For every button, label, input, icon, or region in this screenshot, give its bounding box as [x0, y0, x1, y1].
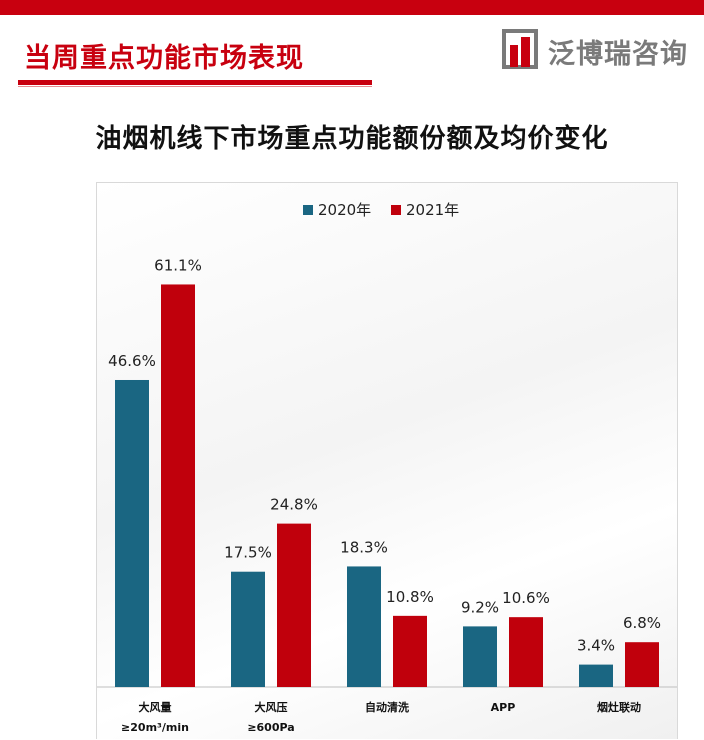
- bar-4-0: [579, 664, 613, 687]
- chart-panel: 2020年 2021年 46.6% 61.1% 大风量 ≥20m³/min 17.5% 24.…: [96, 182, 678, 739]
- category-label-4-0: 烟灶联动: [597, 700, 641, 714]
- bar-4-1: [625, 642, 659, 687]
- category-label-0-1: ≥20m³/min: [121, 721, 189, 734]
- brand-name: 泛博瑞咨询: [548, 39, 688, 70]
- brand-logo: 泛博瑞咨询: [502, 29, 698, 73]
- top-accent-bar: [0, 0, 704, 15]
- category-label-1-0: 大风压: [255, 700, 288, 714]
- data-label-0-1: 61.1%: [154, 256, 202, 274]
- bar-0-1: [161, 284, 195, 687]
- bar-3-1: [509, 617, 543, 687]
- bar-chart: 2020年 2021年 46.6% 61.1% 大风量 ≥20m³/min 17.5% 24.…: [97, 201, 677, 734]
- data-label-2-0: 18.3%: [340, 538, 388, 556]
- bar-2-1: [393, 615, 427, 687]
- title-underline: [18, 80, 372, 85]
- brand-logo-icon: [502, 29, 538, 69]
- data-label-3-1: 10.6%: [502, 589, 550, 607]
- legend-swatch-0: [303, 205, 313, 215]
- section-title: 当周重点功能市场表现: [24, 43, 304, 74]
- bar-3-0: [463, 626, 497, 687]
- data-label-0-0: 46.6%: [108, 352, 156, 370]
- bar-2-0: [347, 566, 381, 687]
- chart-title: 油烟机线下市场重点功能额份额及均价变化: [95, 124, 609, 154]
- legend-swatch-1: [391, 205, 401, 215]
- category-label-1-1: ≥600Pa: [247, 721, 294, 734]
- data-label-1-1: 24.8%: [270, 496, 318, 514]
- bar-1-0: [231, 571, 265, 687]
- data-label-4-1: 6.8%: [623, 614, 661, 632]
- data-label-1-0: 17.5%: [224, 544, 272, 562]
- category-label-0-0: 大风量: [139, 700, 172, 714]
- legend-label-1: 2021年: [406, 201, 459, 219]
- data-label-2-1: 10.8%: [386, 588, 434, 606]
- data-label-3-0: 9.2%: [461, 598, 499, 616]
- title-underline-thin: [18, 86, 372, 87]
- category-label-2-0: 自动清洗: [365, 700, 409, 714]
- category-label-3-0: APP: [491, 701, 516, 714]
- bar-0-0: [115, 379, 149, 687]
- legend-label-0: 2020年: [318, 201, 371, 219]
- bar-1-1: [277, 523, 311, 687]
- data-label-4-0: 3.4%: [577, 637, 615, 655]
